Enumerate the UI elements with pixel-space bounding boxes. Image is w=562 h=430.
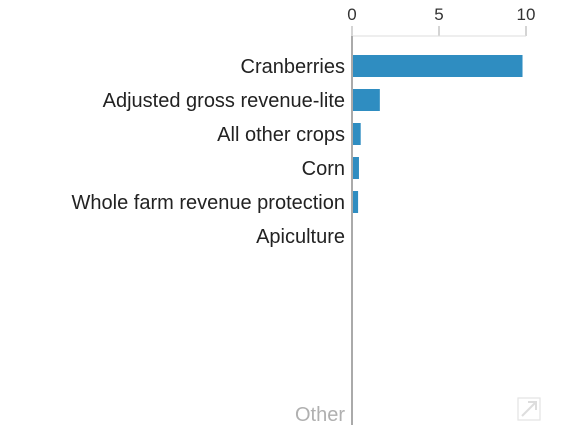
expand-icon[interactable] — [516, 396, 542, 422]
category-label: Adjusted gross revenue-lite — [103, 90, 345, 112]
bar — [352, 55, 523, 77]
bar — [352, 123, 361, 145]
x-tick-label: 0 — [347, 5, 356, 24]
bar — [352, 157, 359, 179]
category-label: Whole farm revenue protection — [72, 192, 345, 214]
other-label: Other — [295, 404, 345, 425]
category-label: Apiculture — [256, 226, 345, 248]
x-tick-label: 5 — [434, 5, 443, 24]
bar — [352, 89, 380, 111]
x-tick-label: 10 — [517, 5, 536, 24]
category-label: Cranberries — [241, 56, 345, 78]
category-label: Corn — [302, 158, 345, 180]
bar — [352, 191, 359, 213]
category-label: All other crops — [217, 124, 345, 146]
